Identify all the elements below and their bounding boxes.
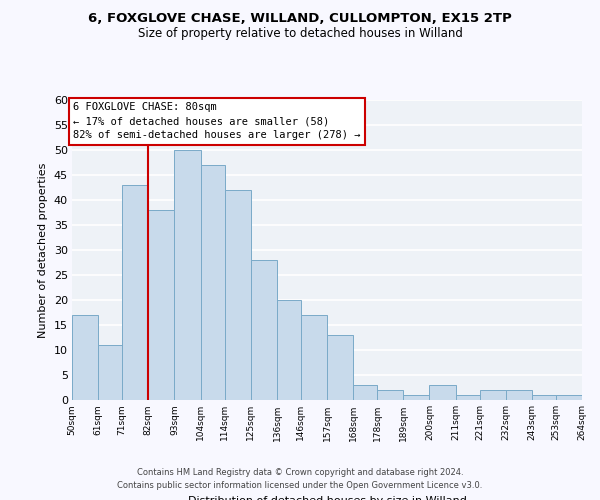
Bar [506,390,532,400]
Bar [122,185,148,400]
Y-axis label: Number of detached properties: Number of detached properties [38,162,48,338]
Bar [200,165,224,400]
Bar [175,150,200,400]
Bar [148,210,175,400]
Bar [532,395,556,400]
Bar [479,390,506,400]
Bar [327,335,353,400]
Bar [224,190,251,400]
Bar [98,345,122,400]
Bar [377,390,403,400]
Bar [277,300,301,400]
Bar [301,315,327,400]
Bar [72,315,98,400]
Text: 6 FOXGLOVE CHASE: 80sqm
← 17% of detached houses are smaller (58)
82% of semi-de: 6 FOXGLOVE CHASE: 80sqm ← 17% of detache… [73,102,361,141]
Bar [430,385,455,400]
X-axis label: Distribution of detached houses by size in Willand: Distribution of detached houses by size … [188,496,466,500]
Text: 6, FOXGLOVE CHASE, WILLAND, CULLOMPTON, EX15 2TP: 6, FOXGLOVE CHASE, WILLAND, CULLOMPTON, … [88,12,512,26]
Bar [455,395,479,400]
Text: Size of property relative to detached houses in Willand: Size of property relative to detached ho… [137,28,463,40]
Bar [556,395,582,400]
Bar [251,260,277,400]
Bar [353,385,377,400]
Bar [403,395,430,400]
Text: Contains HM Land Registry data © Crown copyright and database right 2024.
Contai: Contains HM Land Registry data © Crown c… [118,468,482,490]
